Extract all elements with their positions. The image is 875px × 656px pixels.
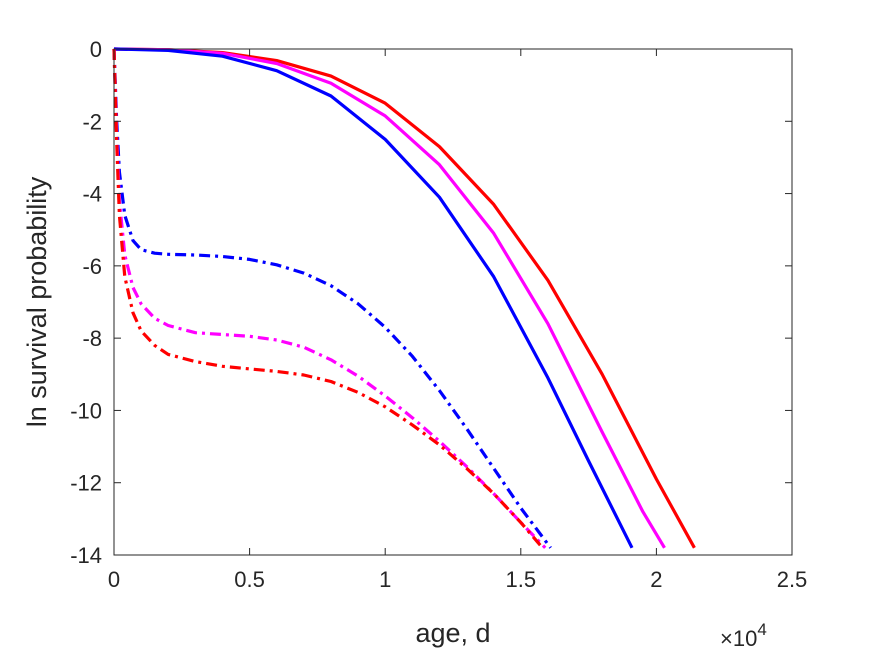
plot-area: [114, 49, 792, 555]
y-tick-label: -14: [70, 543, 102, 568]
series-line-6: [112, 48, 544, 549]
x-tick-label: 1.5: [506, 567, 537, 592]
y-tick-label: 0: [90, 37, 102, 62]
y-axis-label: ln survival probability: [22, 176, 52, 427]
y-tick-label: -6: [82, 254, 102, 279]
x-tick-label: 0: [108, 567, 120, 592]
y-tick-label: -2: [82, 109, 102, 134]
x-tick-label: 0.5: [234, 567, 265, 592]
series-line-2: [113, 47, 666, 549]
series-line-4: [112, 48, 552, 549]
x-exponent-base: ×10: [720, 626, 757, 651]
x-tick-label: 2.5: [777, 567, 808, 592]
y-tick-label: -10: [70, 398, 102, 423]
series-layer: [112, 47, 696, 549]
x-exponent-label: ×104: [720, 620, 767, 651]
y-tick-label: -8: [82, 326, 102, 351]
x-tick-label: 2: [650, 567, 662, 592]
tick-layer: 0 0.5 1 1.5 2 2.5 -14 -12 -10 -8 -6 -4 -2 0: [70, 37, 807, 592]
plot-frame: [113, 48, 793, 556]
series-line-3: [113, 47, 634, 549]
x-tick-label: 1: [379, 567, 391, 592]
x-axis-label: age, d: [415, 618, 490, 648]
series-line-5: [112, 48, 547, 549]
x-exponent-power: 4: [757, 620, 766, 639]
y-tick-label: -12: [70, 471, 102, 496]
y-tick-label: -4: [82, 182, 102, 207]
